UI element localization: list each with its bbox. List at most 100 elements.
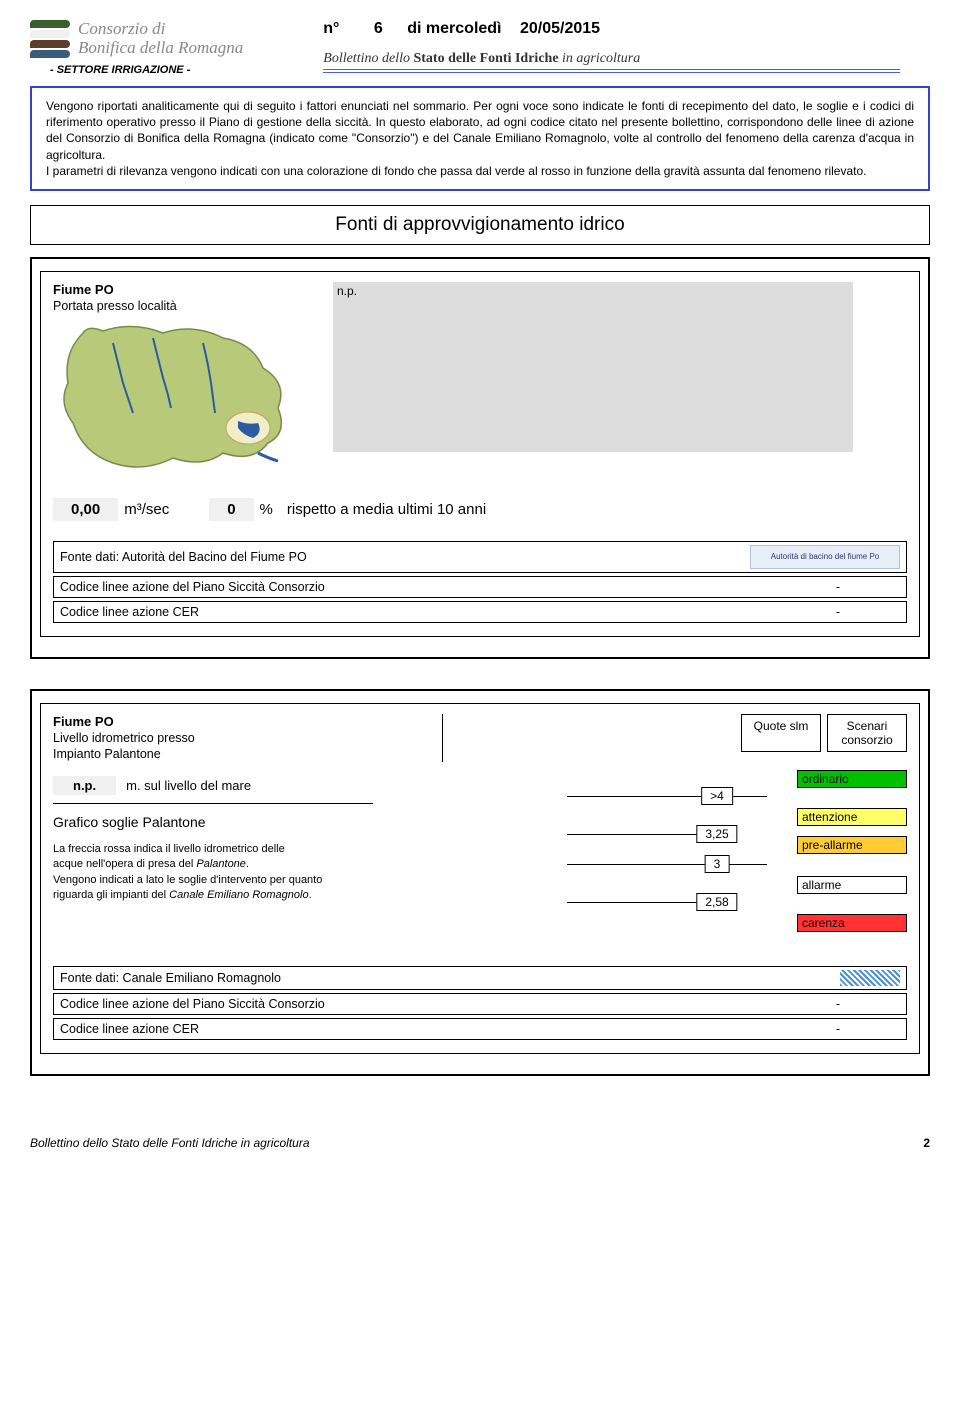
portata-left: Fiume PO Portata presso località bbox=[53, 282, 313, 478]
fiume-po-livello-block: Fiume PO Livello idrometrico presso Impi… bbox=[30, 689, 930, 1076]
portata-pct: 0 bbox=[209, 498, 253, 521]
logo-area: Consorzio di Bonifica della Romagna - SE… bbox=[30, 20, 243, 76]
livello-line2: Impianto Palantone bbox=[53, 747, 434, 761]
map-area bbox=[53, 313, 298, 478]
page: Consorzio di Bonifica della Romagna - SE… bbox=[0, 0, 960, 1170]
logo-mark bbox=[30, 20, 70, 58]
map-svg bbox=[53, 313, 298, 478]
section-title: Fonti di approvvigionamento idrico bbox=[35, 210, 925, 240]
portata-inner: Fiume PO Portata presso località bbox=[40, 271, 920, 637]
status-allarme: allarme bbox=[797, 876, 907, 894]
settore-label: - SETTORE IRRIGAZIONE - bbox=[50, 64, 243, 76]
livello-inner: Fiume PO Livello idrometrico presso Impi… bbox=[40, 703, 920, 1054]
codice2-row-2: Codice linee azione CER - bbox=[53, 1018, 907, 1040]
threshold-v3: 3 bbox=[705, 855, 730, 873]
freccia-text: La freccia rossa indica il livello idrom… bbox=[53, 842, 383, 904]
soglie-left: n.p. m. sul livello del mare Grafico sog… bbox=[53, 776, 567, 956]
codice1-row: Codice linee azione del Piano Siccità Co… bbox=[53, 576, 907, 598]
codice2-row: Codice linee azione CER - bbox=[53, 601, 907, 623]
subtitle-row: Bollettino dello Stato delle Fonti Idric… bbox=[323, 50, 900, 73]
subtitle-bold: Stato delle Fonti Idriche bbox=[413, 51, 558, 66]
quote-slm-cell: Quote slm bbox=[741, 714, 821, 752]
portata-value: 0,00 bbox=[53, 498, 118, 521]
footer-text: Bollettino dello Stato delle Fonti Idric… bbox=[30, 1136, 310, 1150]
np-box: n.p. bbox=[333, 282, 853, 452]
fiume-po-title: Fiume PO bbox=[53, 282, 313, 297]
vertical-divider bbox=[442, 714, 443, 762]
logo-text: Consorzio di Bonifica della Romagna bbox=[78, 20, 243, 57]
hline-1 bbox=[567, 796, 767, 797]
portata-unit: m³/sec bbox=[124, 501, 169, 518]
subtitle-post: in agricoltura bbox=[559, 51, 641, 66]
codice1-row-2: Codice linee azione del Piano Siccità Co… bbox=[53, 993, 907, 1015]
mslm-row: n.p. m. sul livello del mare bbox=[53, 776, 373, 804]
soglie-right: ordinario >4 attenzione 3,25 pre-allarme… bbox=[567, 776, 907, 956]
portata-value-row: 0,00 m³/sec 0 % rispetto a media ultimi … bbox=[53, 498, 907, 521]
logo-line2: Bonifica della Romagna bbox=[78, 39, 243, 58]
status-attenzione: attenzione bbox=[797, 808, 907, 826]
footer-page: 2 bbox=[923, 1136, 930, 1150]
quote-box: Quote slm Scenari consorzio bbox=[741, 714, 907, 752]
freccia4: riguarda gli impianti del bbox=[53, 889, 169, 901]
page-footer: Bollettino dello Stato delle Fonti Idric… bbox=[30, 1136, 930, 1150]
portata-sub: Portata presso località bbox=[53, 299, 313, 313]
fonte-dati-label-2: Fonte dati: Canale Emiliano Romagnolo bbox=[60, 971, 281, 985]
mslm-label: m. sul livello del mare bbox=[126, 778, 251, 793]
threshold-v4: 2,58 bbox=[696, 893, 737, 911]
issue-num: 6 bbox=[374, 20, 383, 37]
page-header: Consorzio di Bonifica della Romagna - SE… bbox=[30, 20, 930, 76]
status-preallarme: pre-allarme bbox=[797, 836, 907, 854]
freccia2-end: . bbox=[246, 858, 249, 870]
fonte-dati-row-2: Fonte dati: Canale Emiliano Romagnolo bbox=[53, 966, 907, 990]
codice1-label: Codice linee azione del Piano Siccità Co… bbox=[60, 580, 325, 594]
freccia2-line: acque nell'opera di presa del Palantone. bbox=[53, 857, 383, 872]
codice1-val: - bbox=[836, 580, 840, 594]
freccia2-it: Palantone bbox=[196, 858, 246, 870]
status-ordinario: ordinario bbox=[797, 770, 907, 788]
freccia4-end: . bbox=[309, 889, 312, 901]
freccia4-it: Canale Emiliano Romagnolo bbox=[169, 889, 308, 901]
freccia3: Vengono indicati a lato le soglie d'inte… bbox=[53, 873, 383, 888]
livello-line1: Livello idrometrico presso bbox=[53, 731, 434, 745]
codice1-val-2: - bbox=[836, 997, 840, 1011]
mslm-np: n.p. bbox=[53, 776, 116, 795]
authority-badge: Autorità di bacino del fiume Po bbox=[750, 545, 900, 569]
freccia2: acque nell'opera di presa del bbox=[53, 858, 196, 870]
header-right: n° 6 di mercoledì 20/05/2015 Bollettino … bbox=[323, 20, 930, 73]
section-title-wrap: Fonti di approvvigionamento idrico bbox=[30, 205, 930, 245]
livello-header-row: Fiume PO Livello idrometrico presso Impi… bbox=[53, 714, 907, 762]
logo: Consorzio di Bonifica della Romagna bbox=[30, 20, 243, 58]
soglie-area: n.p. m. sul livello del mare Grafico sog… bbox=[53, 776, 907, 956]
fonte-dati-label: Fonte dati: Autorità del Bacino del Fium… bbox=[60, 550, 307, 564]
codice2-val: - bbox=[836, 605, 840, 619]
grafico-label: Grafico soglie Palantone bbox=[53, 814, 557, 830]
subtitle-pre: Bollettino dello bbox=[323, 51, 413, 66]
logo-stripe-1 bbox=[30, 20, 70, 28]
portata-pct-label: rispetto a media ultimi 10 anni bbox=[287, 501, 486, 518]
subtitle: Bollettino dello Stato delle Fonti Idric… bbox=[323, 51, 640, 66]
fonte-dati-row: Fonte dati: Autorità del Bacino del Fium… bbox=[53, 541, 907, 573]
livello-title: Fiume PO bbox=[53, 714, 434, 729]
fiume-po-portata-block: Fiume PO Portata presso località bbox=[30, 257, 930, 659]
codice2-label: Codice linee azione CER bbox=[60, 605, 199, 619]
scenari-cell: Scenari consorzio bbox=[827, 714, 907, 752]
issue-di: di mercoledì bbox=[407, 20, 501, 37]
logo-stripe-4 bbox=[30, 50, 70, 58]
hline-2 bbox=[567, 834, 697, 835]
portata-row1: Fiume PO Portata presso località bbox=[53, 282, 907, 478]
hline-3 bbox=[567, 864, 767, 865]
hline-4 bbox=[567, 902, 697, 903]
soglie-grid: ordinario >4 attenzione 3,25 pre-allarme… bbox=[567, 776, 907, 956]
issue-line: n° 6 di mercoledì 20/05/2015 bbox=[323, 20, 930, 38]
threshold-v1: >4 bbox=[701, 787, 733, 805]
intro-text: Vengono riportati analiticamente qui di … bbox=[46, 99, 914, 178]
codice2-val-2: - bbox=[836, 1022, 840, 1036]
issue-n: n° bbox=[323, 20, 339, 37]
livello-header-left: Fiume PO Livello idrometrico presso Impi… bbox=[53, 714, 434, 761]
portata-pct-unit: % bbox=[260, 501, 273, 518]
np-text: n.p. bbox=[337, 284, 357, 298]
freccia1: La freccia rossa indica il livello idrom… bbox=[53, 842, 383, 857]
threshold-v2: 3,25 bbox=[696, 825, 737, 843]
logo-line1: Consorzio di bbox=[78, 20, 243, 39]
codice1-label-2: Codice linee azione del Piano Siccità Co… bbox=[60, 997, 325, 1011]
